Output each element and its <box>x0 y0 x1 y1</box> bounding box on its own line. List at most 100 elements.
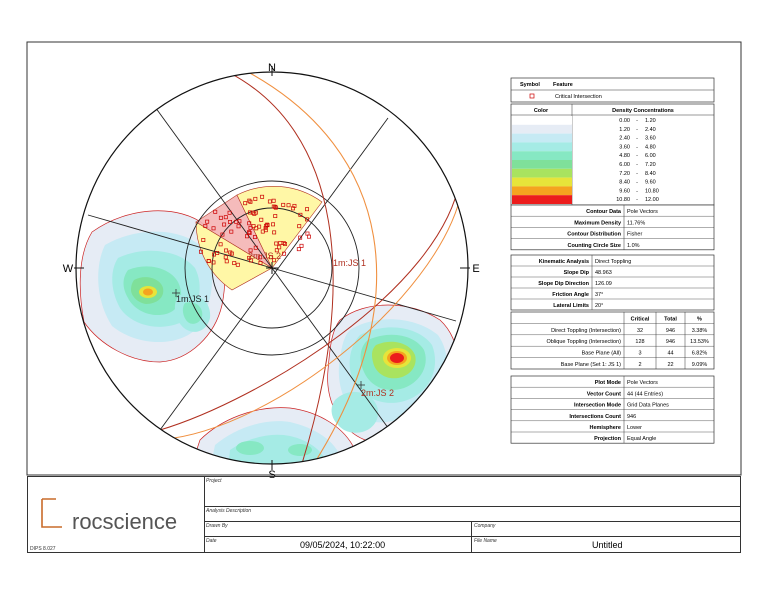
critical-intersection-marker <box>229 229 234 234</box>
critical-intersection-marker <box>299 243 304 248</box>
critical-intersection-marker <box>296 247 301 252</box>
table-label: Projection <box>594 436 622 442</box>
density-high: 12.00 <box>645 197 659 203</box>
analysis-cell: Analysis Description <box>204 507 740 522</box>
kinematic-table: Kinematic Analysis Direct Toppling Slope D… <box>510 254 715 311</box>
density-dash: - <box>636 188 638 194</box>
logo-area: rocscience DIPS 8.027 <box>28 477 205 552</box>
critical-intersection-marker <box>253 196 258 201</box>
critical-intersection-marker <box>201 238 206 242</box>
critical-intersection-marker <box>228 250 233 255</box>
critical-intersection-marker <box>260 194 265 199</box>
density-high: 2.40 <box>645 127 656 133</box>
density-dash: - <box>636 171 638 177</box>
critical-intersection-marker <box>254 226 259 231</box>
density-low: 3.60 <box>619 144 630 150</box>
slope-limit-plane <box>149 189 463 441</box>
density-low: 9.60 <box>619 188 630 194</box>
south-label: S <box>268 469 275 481</box>
critical-intersection-marker <box>248 248 253 253</box>
legend-symbol-header: Symbol <box>520 82 540 88</box>
critical-intersection-marker <box>245 234 249 239</box>
table-label: Vector Count <box>587 391 621 397</box>
results-total-header: Total <box>664 316 677 322</box>
table-label: Maximum Density <box>574 220 622 226</box>
critical-intersection-marker <box>235 262 240 267</box>
critical-intersection-marker <box>253 245 258 250</box>
critical-intersection-marker <box>224 248 229 253</box>
critical-intersection-marker <box>227 210 232 215</box>
kinematic-table-border <box>510 254 715 311</box>
slope-plane <box>247 72 378 464</box>
critical-intersection-marker <box>271 204 276 209</box>
critical-intersection-marker <box>258 255 263 260</box>
table-value: 1.0% <box>627 243 640 249</box>
critical-intersection-marker <box>274 241 279 246</box>
brand-name: rocscience <box>72 509 177 534</box>
results-label: Oblique Toppling (Intersection) <box>547 339 622 345</box>
critical-intersection-marker <box>222 222 227 227</box>
table-value: Grid Data Planes <box>627 403 669 409</box>
results-pct: 9.09% <box>692 362 708 368</box>
density-dash: - <box>636 118 638 124</box>
density-high: 10.80 <box>645 188 659 194</box>
density-dash: - <box>636 153 638 159</box>
critical-intersection-marker <box>291 206 295 211</box>
critical-intersection-marker <box>243 201 248 206</box>
table-label: Kinematic Analysis <box>539 259 589 265</box>
pole-js1-label: 1m:JS 1 <box>176 294 209 304</box>
density-low: 1.20 <box>619 127 630 133</box>
critical-intersection-marker <box>234 219 239 224</box>
critical-intersection-marker <box>265 222 270 227</box>
date-cell: Date 09/05/2024, 10:22:00 <box>204 537 472 552</box>
density-swatch <box>512 142 572 152</box>
table-value: 20° <box>595 303 603 309</box>
density-high: 3.60 <box>645 136 656 142</box>
table-value: 37° <box>595 292 603 298</box>
file-value: Untitled <box>592 540 623 550</box>
density-swatch <box>512 151 572 160</box>
table-value: Pole Vectors <box>627 209 658 215</box>
critical-intersection-marker <box>218 242 223 247</box>
density-dash: - <box>636 180 638 186</box>
critical-intersection-marker <box>298 212 303 217</box>
density-color-header: Color <box>534 108 549 114</box>
critical-intersection-marker <box>277 245 282 250</box>
results-total: 22 <box>667 362 673 368</box>
critical-intersection-marker <box>258 261 263 265</box>
results-critical: 3 <box>638 351 641 357</box>
table-label: Contour Data <box>586 209 622 215</box>
critical-intersection-marker <box>213 209 218 214</box>
table-label: Intersections Count <box>569 414 621 420</box>
critical-intersection-marker <box>224 259 229 264</box>
results-total: 44 <box>667 351 673 357</box>
density-high: 6.00 <box>645 153 656 159</box>
pole-markers <box>172 289 365 389</box>
results-total: 946 <box>666 339 675 345</box>
critical-intersection-marker <box>273 214 278 219</box>
density-swatch <box>512 160 572 169</box>
critical-intersection-marker <box>298 235 303 240</box>
critical-intersection-marker <box>203 223 208 228</box>
results-border <box>510 311 715 370</box>
density-low: 0.00 <box>619 118 630 124</box>
legend-feature-header: Feature <box>553 82 573 88</box>
density-low: 7.20 <box>619 171 630 177</box>
critical-intersection-marker <box>263 228 268 233</box>
results-critical-header: Critical <box>631 316 650 322</box>
drawn-by-label: Drawn By <box>206 523 228 529</box>
critical-intersection-marker <box>281 202 286 207</box>
critical-intersection-marker <box>232 261 237 266</box>
density-low: 4.80 <box>619 153 630 159</box>
critical-intersection-marker <box>218 215 223 220</box>
density-contour-west <box>79 210 226 363</box>
company-cell: Company <box>472 522 740 537</box>
critical-intersection-marker <box>249 258 254 263</box>
results-label: Base Plane (Set 1: JS 1) <box>561 362 621 368</box>
critical-intersection-marker <box>247 210 252 215</box>
critical-intersection-marker <box>274 248 279 253</box>
density-swatch <box>512 195 572 204</box>
critical-intersection-marker <box>259 217 264 222</box>
legend-panel: Symbol Feature Critical Intersection Col… <box>510 77 715 444</box>
